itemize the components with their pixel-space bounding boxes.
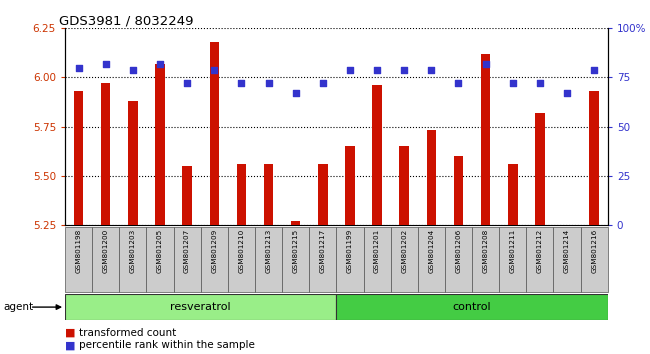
Bar — [508, 164, 517, 225]
Point — [182, 80, 192, 86]
Text: GSM801210: GSM801210 — [239, 229, 244, 273]
Point — [73, 65, 84, 70]
Text: transformed count: transformed count — [79, 328, 177, 338]
Text: percentile rank within the sample: percentile rank within the sample — [79, 340, 255, 350]
Bar — [445, 227, 472, 292]
Point — [263, 80, 274, 86]
Point — [589, 67, 599, 73]
Bar — [65, 294, 337, 320]
Text: GSM801215: GSM801215 — [292, 229, 298, 273]
Bar — [481, 54, 490, 225]
Text: GSM801211: GSM801211 — [510, 229, 515, 273]
Text: GSM801203: GSM801203 — [130, 229, 136, 273]
Bar — [372, 85, 382, 225]
Bar — [74, 91, 83, 225]
Text: GSM801206: GSM801206 — [456, 229, 462, 273]
Point — [127, 67, 138, 73]
Bar — [337, 294, 608, 320]
Text: GSM801214: GSM801214 — [564, 229, 570, 273]
Text: resveratrol: resveratrol — [170, 302, 231, 312]
Point — [426, 67, 437, 73]
Bar — [291, 221, 300, 225]
Bar — [183, 166, 192, 225]
Bar — [201, 227, 227, 292]
Bar — [128, 101, 138, 225]
Text: GSM801205: GSM801205 — [157, 229, 163, 273]
Bar — [92, 227, 120, 292]
Bar — [590, 91, 599, 225]
Point — [453, 80, 463, 86]
Point — [344, 67, 355, 73]
Bar — [255, 227, 282, 292]
Bar — [391, 227, 418, 292]
Point — [318, 80, 328, 86]
Bar — [499, 227, 526, 292]
Text: GSM801200: GSM801200 — [103, 229, 109, 273]
Bar — [454, 156, 463, 225]
Text: GSM801208: GSM801208 — [483, 229, 489, 273]
Bar — [155, 64, 164, 225]
Text: GSM801202: GSM801202 — [401, 229, 407, 273]
Bar — [209, 42, 219, 225]
Point — [209, 67, 220, 73]
Text: GSM801209: GSM801209 — [211, 229, 217, 273]
Bar — [282, 227, 309, 292]
Text: agent: agent — [3, 302, 33, 312]
Text: GSM801217: GSM801217 — [320, 229, 326, 273]
Bar — [120, 227, 146, 292]
Bar — [65, 227, 92, 292]
Point — [562, 90, 572, 96]
Text: GDS3981 / 8032249: GDS3981 / 8032249 — [58, 14, 193, 27]
Bar — [337, 227, 363, 292]
Point — [399, 67, 410, 73]
Bar — [237, 164, 246, 225]
Bar — [554, 227, 580, 292]
Bar — [418, 227, 445, 292]
Bar — [101, 83, 111, 225]
Text: GSM801216: GSM801216 — [592, 229, 597, 273]
Bar — [363, 227, 391, 292]
Point — [480, 61, 491, 67]
Text: ■: ■ — [65, 340, 75, 350]
Text: GSM801199: GSM801199 — [347, 229, 353, 273]
Text: GSM801204: GSM801204 — [428, 229, 434, 273]
Bar — [174, 227, 201, 292]
Point — [155, 61, 165, 67]
Bar — [264, 164, 273, 225]
Bar — [526, 227, 554, 292]
Bar — [309, 227, 337, 292]
Point — [372, 67, 382, 73]
Text: GSM801213: GSM801213 — [266, 229, 272, 273]
Bar — [426, 131, 436, 225]
Point — [236, 80, 246, 86]
Point — [508, 80, 518, 86]
Bar — [345, 146, 355, 225]
Bar — [472, 227, 499, 292]
Bar — [228, 227, 255, 292]
Text: ■: ■ — [65, 328, 75, 338]
Text: GSM801201: GSM801201 — [374, 229, 380, 273]
Bar — [400, 146, 409, 225]
Bar — [146, 227, 174, 292]
Text: control: control — [453, 302, 491, 312]
Bar — [580, 227, 608, 292]
Point — [535, 80, 545, 86]
Text: GSM801212: GSM801212 — [537, 229, 543, 273]
Point — [101, 61, 111, 67]
Text: GSM801207: GSM801207 — [184, 229, 190, 273]
Bar — [318, 164, 328, 225]
Text: GSM801198: GSM801198 — [75, 229, 81, 273]
Bar — [535, 113, 545, 225]
Point — [291, 90, 301, 96]
